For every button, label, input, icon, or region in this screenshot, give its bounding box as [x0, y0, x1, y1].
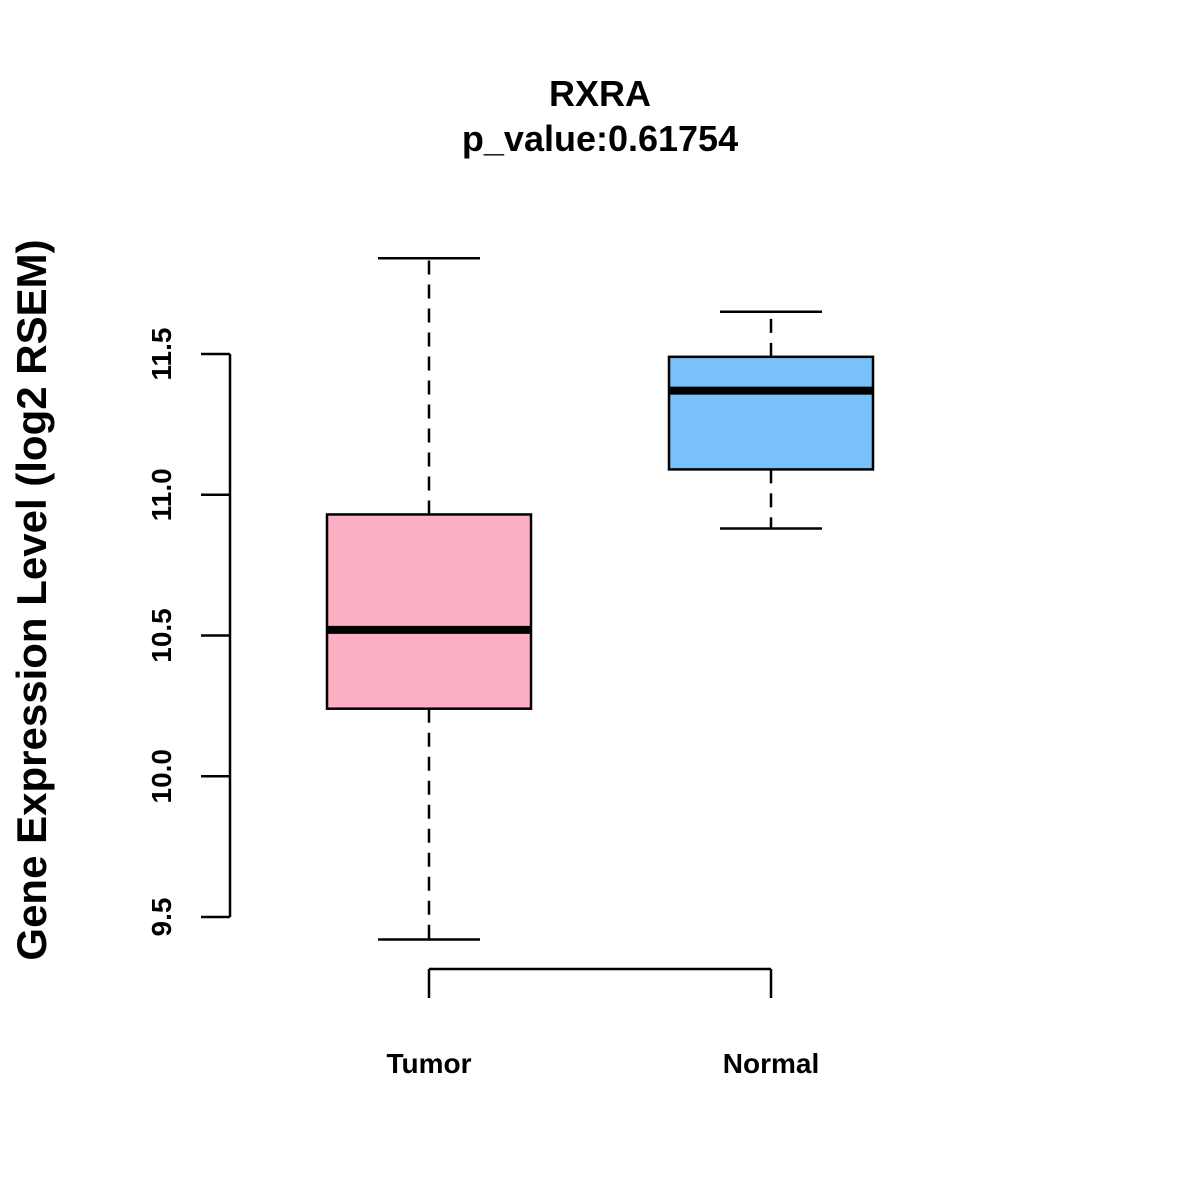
box-normal	[667, 310, 875, 530]
x-axis: Tumor Normal	[386, 967, 819, 1079]
y-tick-label: 9.5	[146, 898, 177, 937]
y-tick-label: 10.0	[146, 749, 177, 804]
y-tick-label: 10.5	[146, 608, 177, 663]
iqr-box	[667, 355, 875, 471]
x-tick-label: Normal	[723, 1048, 819, 1079]
y-axis: 9.5 10.0 10.5 11.0 11.5	[146, 328, 232, 937]
iqr-box	[325, 513, 533, 710]
box-tumor	[325, 257, 533, 941]
chart-title: RXRA	[549, 73, 651, 114]
chart-subtitle: p_value:0.61754	[462, 118, 738, 159]
y-tick-label: 11.0	[146, 468, 177, 521]
x-tick-label: Tumor	[386, 1048, 471, 1079]
boxes-group	[325, 257, 875, 941]
y-axis-label: Gene Expression Level (log2 RSEM)	[8, 239, 55, 960]
y-tick-label: 11.5	[146, 328, 177, 381]
